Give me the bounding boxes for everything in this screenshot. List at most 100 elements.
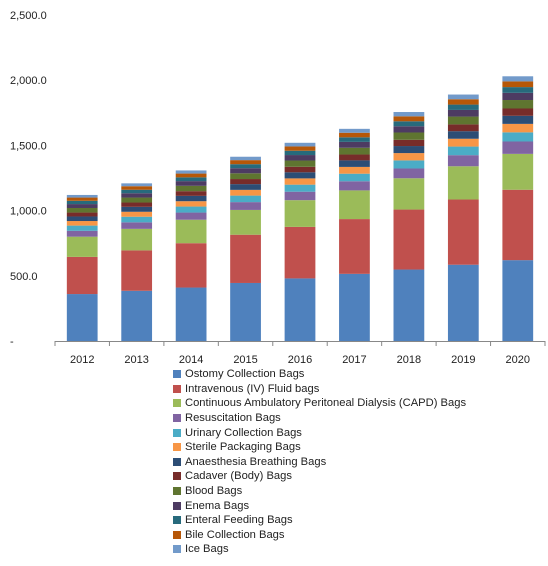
legend-swatch bbox=[173, 545, 181, 554]
bar-segment bbox=[447, 116, 479, 125]
bar-segment bbox=[339, 273, 370, 341]
legend-label: Bile Collection Bags bbox=[185, 528, 285, 541]
bar-segment bbox=[339, 173, 370, 182]
x-tick-label: 2013 bbox=[124, 354, 148, 366]
bar-segment bbox=[175, 173, 207, 178]
bar-segment bbox=[66, 204, 98, 208]
legend-label: Resuscitation Bags bbox=[185, 412, 281, 425]
legend-item: Bile Collection Bags bbox=[173, 528, 466, 543]
y-tick-label: 2,000.0 bbox=[10, 75, 47, 87]
bar-segment bbox=[284, 178, 316, 185]
bar-segment bbox=[230, 234, 261, 283]
bar-segment bbox=[284, 226, 316, 279]
bar-segment bbox=[66, 207, 98, 213]
legend-label: Anaesthesia Breathing Bags bbox=[185, 455, 327, 468]
bar-segment bbox=[175, 177, 207, 182]
bar-segment bbox=[284, 146, 316, 151]
legend-label: Urinary Collection Bags bbox=[185, 426, 302, 439]
bar-segment bbox=[339, 154, 370, 161]
bar-segment bbox=[230, 202, 261, 210]
bar-segment bbox=[339, 128, 370, 133]
bar-segment bbox=[175, 181, 207, 186]
bar-segment bbox=[66, 200, 98, 205]
bar-segment bbox=[66, 216, 98, 222]
y-tick-label: - bbox=[10, 336, 14, 348]
bar-segment bbox=[121, 228, 153, 251]
legend-swatch bbox=[173, 414, 181, 423]
bar-segment bbox=[502, 141, 534, 154]
bar-segment bbox=[284, 278, 316, 341]
legend-swatch bbox=[173, 501, 181, 510]
legend-item: Intravenous (IV) Fluid bags bbox=[173, 382, 466, 397]
bar-segment bbox=[339, 160, 370, 167]
bar-segment bbox=[502, 115, 534, 124]
legend-label: Blood Bags bbox=[185, 485, 243, 498]
legend-swatch bbox=[173, 530, 181, 539]
bar-segment bbox=[66, 230, 98, 237]
legend-swatch bbox=[173, 443, 181, 452]
bar-segment bbox=[447, 109, 479, 117]
bar-segment bbox=[447, 166, 479, 200]
bar-segment bbox=[121, 197, 153, 203]
bar-segment bbox=[230, 156, 261, 161]
bar-segment bbox=[284, 200, 316, 227]
legend-item: Urinary Collection Bags bbox=[173, 425, 466, 440]
bar-segment bbox=[284, 191, 316, 201]
bar-segment bbox=[284, 184, 316, 192]
bar-segment bbox=[175, 287, 207, 341]
bar-segment bbox=[447, 104, 479, 110]
bar-segment bbox=[393, 153, 425, 161]
bar-segment bbox=[66, 225, 98, 231]
legend-label: Ostomy Collection Bags bbox=[185, 368, 305, 381]
bar-segment bbox=[66, 212, 98, 217]
bar-segment bbox=[502, 87, 534, 93]
legend-item: Anaesthesia Breathing Bags bbox=[173, 455, 466, 470]
bar-segment bbox=[284, 160, 316, 167]
bar-segment bbox=[284, 172, 316, 179]
bar-segment bbox=[284, 166, 316, 173]
bar-segment bbox=[502, 189, 534, 261]
bar-segment bbox=[393, 112, 425, 117]
bar-segment bbox=[175, 212, 207, 220]
y-tick-label: 1,000.0 bbox=[10, 206, 47, 218]
bar-segment bbox=[284, 142, 316, 147]
bar-segment bbox=[502, 123, 534, 133]
bar-segment bbox=[230, 184, 261, 190]
legend-item: Ice Bags bbox=[173, 542, 466, 557]
bar-layer bbox=[66, 76, 534, 341]
bar-segment bbox=[393, 209, 425, 270]
bar-segment bbox=[175, 195, 207, 202]
bar-segment bbox=[175, 206, 207, 213]
bar-segment bbox=[175, 170, 207, 174]
bar-segment bbox=[121, 290, 153, 341]
legend-item: Enema Bags bbox=[173, 498, 466, 513]
y-tick-label: 1,500.0 bbox=[10, 140, 47, 152]
legend-item: Enteral Feeding Bags bbox=[173, 513, 466, 528]
bar-segment bbox=[66, 221, 98, 226]
bar-segment bbox=[502, 153, 534, 190]
bar-segment bbox=[447, 131, 479, 139]
bar-segment bbox=[502, 108, 534, 116]
bar-segment bbox=[502, 76, 534, 82]
legend-swatch bbox=[173, 516, 181, 525]
y-tick-label: 2,500.0 bbox=[10, 10, 47, 22]
bar-segment bbox=[447, 199, 479, 265]
bar-segment bbox=[447, 264, 479, 341]
bar-segment bbox=[393, 121, 425, 127]
bar-segment bbox=[393, 116, 425, 122]
bar-segment bbox=[284, 150, 316, 156]
bar-segment bbox=[447, 146, 479, 156]
bar-segment bbox=[447, 124, 479, 132]
legend-label: Intravenous (IV) Fluid bags bbox=[185, 382, 320, 395]
bar-segment bbox=[175, 219, 207, 244]
bar-segment bbox=[339, 181, 370, 191]
y-tick-label: 500.0 bbox=[10, 271, 38, 283]
bar-segment bbox=[393, 146, 425, 154]
bar-segment bbox=[230, 164, 261, 169]
x-tick-label: 2017 bbox=[342, 354, 366, 366]
bar-segment bbox=[284, 155, 316, 161]
bar-segment bbox=[502, 81, 534, 88]
bar-segment bbox=[66, 236, 98, 257]
bar-segment bbox=[339, 147, 370, 155]
legend-label: Continuous Ambulatory Peritoneal Dialysi… bbox=[185, 397, 467, 410]
